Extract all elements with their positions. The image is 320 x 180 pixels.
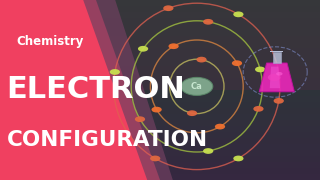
Circle shape xyxy=(203,19,213,25)
Bar xyxy=(0,78,320,84)
Bar xyxy=(0,162,320,168)
Bar xyxy=(0,150,320,156)
Circle shape xyxy=(233,12,244,17)
Circle shape xyxy=(268,74,281,81)
Polygon shape xyxy=(259,63,294,92)
Bar xyxy=(0,18,320,24)
Polygon shape xyxy=(270,67,280,88)
Circle shape xyxy=(215,124,225,129)
Circle shape xyxy=(276,72,283,76)
Circle shape xyxy=(187,110,197,116)
Bar xyxy=(0,126,320,132)
Circle shape xyxy=(138,46,148,52)
Bar xyxy=(0,66,320,72)
Circle shape xyxy=(203,148,213,154)
Circle shape xyxy=(163,5,173,11)
Bar xyxy=(0,132,320,138)
Circle shape xyxy=(255,67,265,72)
Bar xyxy=(0,156,320,162)
Circle shape xyxy=(274,98,284,104)
Bar xyxy=(0,90,320,96)
Bar xyxy=(0,60,320,66)
Text: Ca: Ca xyxy=(191,82,203,91)
Text: ELECTRON: ELECTRON xyxy=(6,75,185,105)
Circle shape xyxy=(110,69,120,75)
Text: CONFIGURATION: CONFIGURATION xyxy=(6,130,208,150)
Bar xyxy=(0,114,320,120)
Polygon shape xyxy=(83,0,173,180)
Circle shape xyxy=(150,156,160,161)
Bar xyxy=(0,144,320,150)
Bar xyxy=(0,102,320,108)
Bar xyxy=(0,108,320,114)
Bar xyxy=(0,168,320,174)
Bar xyxy=(0,30,320,36)
Polygon shape xyxy=(0,0,160,180)
Polygon shape xyxy=(80,0,320,90)
Bar xyxy=(0,24,320,30)
Circle shape xyxy=(233,156,244,161)
Bar xyxy=(0,138,320,144)
Polygon shape xyxy=(273,52,281,63)
Bar xyxy=(0,96,320,102)
Bar xyxy=(0,36,320,42)
Bar xyxy=(0,174,320,180)
Bar xyxy=(270,51,283,52)
Circle shape xyxy=(135,116,145,122)
Circle shape xyxy=(168,43,179,49)
Bar xyxy=(0,6,320,12)
Bar xyxy=(0,0,320,6)
Bar xyxy=(0,120,320,126)
Text: Chemistry: Chemistry xyxy=(16,35,84,48)
Circle shape xyxy=(181,77,213,95)
Bar xyxy=(0,54,320,60)
Circle shape xyxy=(232,60,242,66)
Circle shape xyxy=(151,107,162,112)
Circle shape xyxy=(196,57,207,62)
Bar xyxy=(0,42,320,48)
Bar xyxy=(0,72,320,78)
Circle shape xyxy=(253,106,264,112)
Bar xyxy=(0,12,320,18)
Bar xyxy=(0,48,320,54)
Bar xyxy=(0,84,320,90)
